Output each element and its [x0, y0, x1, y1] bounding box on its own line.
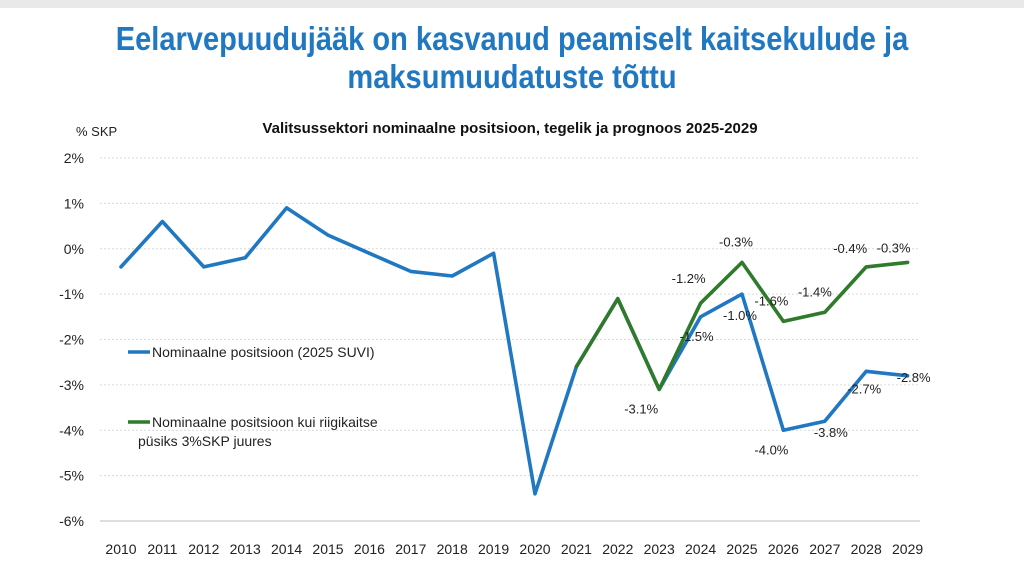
x-tick-label: 2022 [602, 541, 633, 557]
data-label-nominal-suvi: -3.1% [624, 401, 658, 416]
data-label-nominal-suvi: -1.5% [680, 329, 714, 344]
data-label-nominal-suvi: -4.0% [754, 442, 788, 457]
x-tick-label: 2020 [519, 541, 550, 557]
x-tick-label: 2013 [230, 541, 261, 557]
y-tick-label: 1% [64, 195, 84, 211]
x-tick-label: 2021 [561, 541, 592, 557]
x-tick-label: 2012 [188, 541, 219, 557]
data-label-nominal-suvi: -1.0% [723, 308, 757, 323]
x-tick-label: 2016 [354, 541, 385, 557]
y-tick-label: -5% [59, 468, 84, 484]
series-line-nominal-suvi [119, 206, 910, 496]
y-tick-label: -6% [59, 513, 84, 529]
legend-label: Nominaalne positsioon kui riigikaitse [152, 414, 378, 430]
x-tick-label: 2011 [147, 541, 177, 557]
x-tick-label: 2028 [851, 541, 882, 557]
y-tick-label: -1% [59, 286, 84, 302]
x-tick-label: 2010 [105, 541, 136, 557]
page-title: Eelarvepuudujääk on kasvanud peamiselt k… [97, 20, 928, 96]
data-label-defence-3pct: -1.2% [672, 271, 706, 286]
data-label-defence-3pct: -0.4% [833, 241, 867, 256]
y-tick-label: 0% [64, 241, 84, 257]
page-title-line-2: maksumuudatuste tõttu [347, 58, 677, 95]
data-label-nominal-suvi: -3.8% [814, 425, 848, 440]
x-tick-label: 2026 [768, 541, 799, 557]
y-tick-label: -3% [59, 377, 84, 393]
top-bar [0, 0, 1024, 8]
data-label-defence-3pct: -0.3% [877, 240, 911, 255]
y-axis-unit-label: % SKP [76, 124, 118, 139]
data-label-defence-3pct: -1.4% [798, 284, 832, 299]
data-label-defence-3pct: -0.3% [719, 234, 753, 249]
legend-label: Nominaalne positsioon (2025 SUVI) [152, 344, 375, 360]
x-tick-label: 2014 [271, 541, 302, 557]
legend-label: püsiks 3%SKP juures [138, 433, 272, 449]
y-tick-label: -4% [59, 422, 84, 438]
y-tick-label: 2% [64, 150, 84, 166]
page-title-line-1: Eelarvepuudujääk on kasvanud peamiselt k… [115, 20, 909, 57]
chart-title: Valitsussektori nominaalne positsioon, t… [262, 120, 758, 137]
data-label-nominal-suvi: -2.8% [897, 370, 931, 385]
data-label-nominal-suvi: -2.7% [847, 381, 881, 396]
data-label-defence-3pct: -1.6% [754, 293, 788, 308]
x-tick-label: 2027 [809, 541, 840, 557]
x-tick-label: 2023 [644, 541, 675, 557]
x-tick-label: 2017 [395, 541, 426, 557]
x-tick-label: 2015 [312, 541, 343, 557]
x-tick-label: 2025 [726, 541, 757, 557]
series-line-defence-3pct [574, 260, 910, 392]
y-tick-label: -2% [59, 332, 84, 348]
x-tick-label: 2018 [437, 541, 468, 557]
x-tick-label: 2024 [685, 541, 716, 557]
x-tick-label: 2019 [478, 541, 509, 557]
x-tick-label: 2029 [892, 541, 923, 557]
